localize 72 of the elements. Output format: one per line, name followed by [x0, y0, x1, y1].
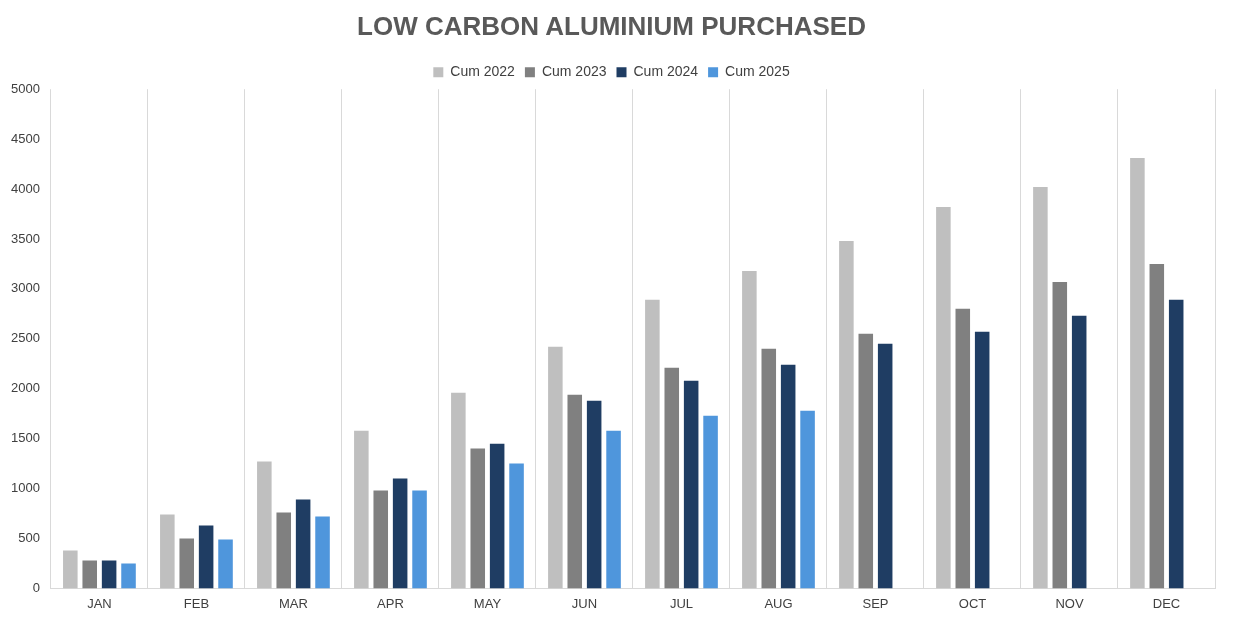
x-tick-label: AUG — [764, 595, 793, 611]
bar — [955, 308, 971, 589]
x-tick-label: JAN — [87, 595, 112, 611]
bar — [1130, 158, 1145, 589]
bar — [295, 499, 311, 589]
legend-label: Cum 2025 — [725, 63, 790, 80]
bar — [1052, 281, 1068, 589]
bar — [412, 490, 427, 589]
x-tick-label: JUN — [571, 595, 598, 611]
bar — [1071, 315, 1087, 589]
y-tick-label: 2000 — [11, 380, 40, 396]
bar — [839, 240, 854, 589]
bar — [742, 270, 757, 589]
bar — [257, 461, 272, 589]
bar — [315, 516, 330, 589]
x-tick-label: APR — [377, 595, 404, 611]
x-tick-label: OCT — [958, 595, 987, 611]
y-tick-label: 3500 — [11, 230, 40, 246]
legend-label: Cum 2023 — [541, 63, 607, 80]
bar — [606, 430, 621, 589]
bar — [198, 525, 214, 589]
y-tick-label: 4500 — [11, 130, 40, 146]
x-tick-label: DEC — [1152, 595, 1181, 611]
chart-title: LOW CARBON ALUMINIUM PURCHASED — [357, 10, 866, 41]
y-tick-label: 1000 — [11, 480, 40, 496]
bar — [761, 348, 777, 589]
y-tick-label: 4000 — [11, 180, 40, 196]
bar — [1149, 263, 1165, 589]
bar — [645, 299, 660, 589]
bar — [392, 478, 408, 589]
x-tick-label: SEP — [862, 595, 889, 611]
bar — [780, 364, 796, 589]
bar — [101, 560, 117, 589]
bar — [664, 367, 680, 589]
bar — [509, 463, 524, 589]
y-tick-label: 1500 — [11, 430, 40, 446]
y-tick-label: 5000 — [11, 80, 40, 96]
x-tick-label: FEB — [183, 595, 210, 611]
bar — [936, 207, 951, 589]
bar — [548, 346, 563, 589]
y-tick-label: 3000 — [11, 280, 40, 296]
y-tick-label: 2500 — [11, 330, 40, 346]
y-tick-label: 500 — [18, 530, 40, 546]
bar — [179, 538, 195, 589]
x-tick-label: JUL — [669, 595, 694, 611]
bar — [1168, 299, 1184, 589]
bar — [683, 380, 699, 589]
bar — [160, 514, 175, 589]
y-tick-label: 0 — [32, 579, 40, 595]
bar — [82, 560, 97, 589]
x-tick-label: MAY — [473, 595, 502, 611]
bar — [218, 539, 233, 589]
bar — [276, 512, 292, 589]
bar — [354, 430, 369, 589]
bar — [121, 563, 136, 589]
bar — [586, 400, 602, 589]
bar — [567, 394, 583, 589]
bar — [1033, 187, 1048, 589]
bar — [489, 443, 505, 589]
x-tick-label: NOV — [1055, 595, 1084, 611]
x-tick-label: MAR — [278, 595, 308, 611]
bar — [63, 550, 78, 589]
bar — [974, 331, 990, 589]
bar — [470, 448, 486, 589]
bar — [703, 415, 718, 589]
bar — [373, 490, 389, 589]
bar — [451, 392, 466, 589]
bar — [800, 410, 815, 589]
legend-label: Cum 2024 — [633, 63, 699, 80]
legend-label: Cum 2022 — [450, 63, 516, 80]
bar — [858, 333, 874, 589]
bar — [877, 343, 893, 589]
